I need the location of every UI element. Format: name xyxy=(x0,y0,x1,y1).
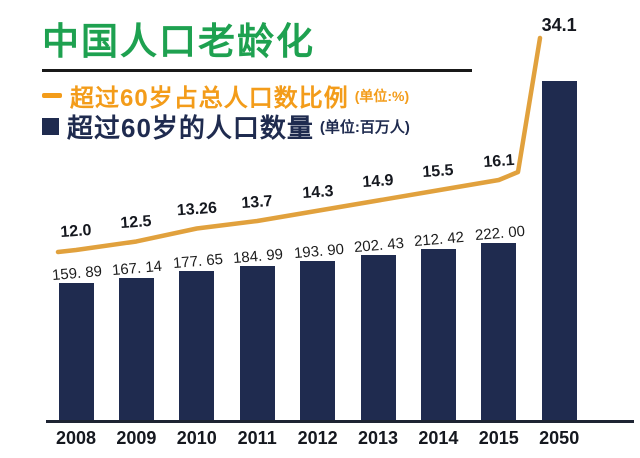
bar-marker-icon xyxy=(42,118,59,135)
line-value-label-2013: 14.9 xyxy=(361,172,395,192)
year-label-2013: 2013 xyxy=(357,428,399,448)
bar-2015 xyxy=(481,242,517,420)
legend-item-line-series: 超过60岁占总人口数比例 (单位:%) xyxy=(42,78,409,113)
year-label-2008: 2008 xyxy=(55,428,97,448)
line-value-label-2014: 15.5 xyxy=(422,162,455,182)
title-underline xyxy=(42,69,472,72)
year-label-2012: 2012 xyxy=(297,428,338,448)
bar-2014 xyxy=(420,248,456,420)
legend-bar-label: 超过60岁的人口数量 xyxy=(67,113,314,143)
line-value-label-2011: 13.7 xyxy=(241,192,274,213)
line-marker-icon xyxy=(42,93,62,98)
bar-2013 xyxy=(360,255,396,420)
x-axis-line xyxy=(46,420,634,423)
bar-2011 xyxy=(239,266,275,420)
year-label-2015: 2015 xyxy=(478,428,519,448)
bar-2008 xyxy=(58,282,94,420)
line-value-label-2015: 16.1 xyxy=(482,151,515,172)
legend-bar-unit: (单位:百万人) xyxy=(319,119,410,136)
year-label-2009: 2009 xyxy=(116,428,157,448)
line-value-label-2009: 12.5 xyxy=(120,213,153,233)
year-label-2010: 2010 xyxy=(176,428,217,448)
year-label-2014: 2014 xyxy=(418,428,459,448)
legend-item-bar-series: 超过60岁的人口数量 (单位:百万人) xyxy=(42,108,410,145)
bar-2009 xyxy=(118,277,154,420)
percentage-line xyxy=(55,35,543,255)
line-value-label-2008: 12.0 xyxy=(59,221,93,242)
line-value-label-2012: 14.3 xyxy=(301,182,334,202)
year-label-2050: 2050 xyxy=(539,428,580,448)
year-label-2011: 2011 xyxy=(237,428,277,448)
line-value-label-2050: 34.1 xyxy=(541,15,577,35)
legend-line-label: 超过60岁占总人口数比例 xyxy=(70,85,349,112)
bar-2012 xyxy=(300,260,336,420)
legend-line-unit: (单位:%) xyxy=(354,87,410,104)
bar-2010 xyxy=(179,271,215,420)
bar-2050 xyxy=(541,80,577,420)
line-value-label-2010: 13.26 xyxy=(176,200,218,220)
page-title: 中国人口老龄化 xyxy=(42,21,315,62)
